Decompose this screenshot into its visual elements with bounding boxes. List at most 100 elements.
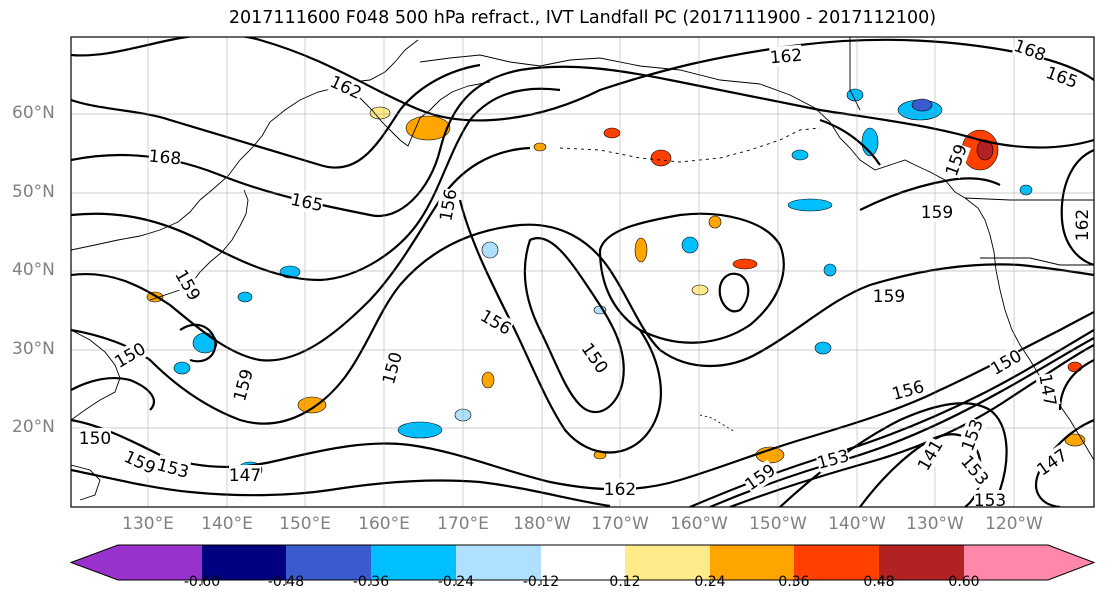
contour-label-background — [111, 338, 149, 372]
colorbar-tick-label: -0.12 — [522, 574, 560, 590]
na-coast — [964, 197, 1094, 461]
colorbar-tick-label: 0.60 — [948, 574, 980, 590]
philippines — [71, 464, 101, 501]
latitude-label: 50°N — [12, 182, 55, 202]
contour-label-background — [79, 428, 111, 448]
ivt-anomaly-patch — [533, 142, 547, 152]
colorbar — [69, 544, 1096, 585]
contour-label: 147 — [229, 466, 261, 486]
longitude-label: 160°W — [670, 514, 728, 534]
contour-label: 153 — [974, 491, 1006, 511]
colorbar-outline — [69, 544, 1096, 581]
contour-line — [819, 118, 881, 166]
contour-label-background — [604, 479, 636, 499]
colorbar-tick-label: 0.24 — [694, 574, 726, 590]
colorbar-segment — [118, 545, 202, 580]
colorbar-tick-label: -0.24 — [437, 574, 475, 590]
ivt-anomaly-patch — [791, 149, 809, 161]
ivt-anomaly-patch — [603, 127, 621, 139]
ivt-anomaly-patch — [1067, 361, 1083, 373]
contour-label-background — [921, 202, 953, 222]
contour-label-background — [889, 376, 927, 404]
us-border — [980, 257, 1094, 266]
longitude-label: 140°W — [828, 514, 886, 534]
grid-lines — [71, 37, 1094, 507]
contour-label-background — [814, 445, 852, 473]
ivt-anomaly-patch — [708, 215, 722, 229]
colorbar-tick-label: 0.36 — [778, 574, 810, 590]
contour-label-background — [873, 286, 905, 306]
contour-label-background — [229, 465, 261, 485]
longitude-label: 180°W — [513, 514, 571, 534]
longitude-label: 120°W — [985, 514, 1043, 534]
latitude-label: 30°N — [12, 339, 55, 359]
contour-label: 162 — [604, 480, 636, 500]
colorbar-segment — [541, 545, 625, 580]
contour-line — [71, 65, 1094, 218]
contour-line — [709, 337, 1094, 507]
contour-line — [1060, 148, 1094, 267]
ivt-anomaly-patch — [787, 198, 833, 212]
ivt-anomaly-patch — [297, 396, 327, 414]
contour-label-background — [121, 446, 159, 478]
contour-label-background — [941, 141, 971, 179]
ivt-anomaly-patch — [814, 341, 832, 355]
ivt-anomaly-patch — [634, 237, 648, 263]
contour-label-background — [913, 436, 947, 474]
contour-label: 162 — [1073, 209, 1093, 241]
map-frame — [70, 36, 1095, 508]
colorbar-tick-label: 0.48 — [863, 574, 895, 590]
aleutians — [559, 127, 821, 163]
longitude-label: 170°W — [591, 514, 649, 534]
ivt-anomaly-patch — [681, 236, 699, 254]
contour-line — [859, 177, 1001, 211]
asia-coast — [71, 39, 419, 251]
colorbar-tick-label: -0.60 — [183, 574, 221, 590]
contour-label-background — [1033, 444, 1071, 480]
ivt-anomaly-patch — [650, 149, 672, 167]
contour-line — [71, 468, 611, 507]
ivt-anomaly-patch — [732, 258, 758, 270]
contour-label-background — [577, 339, 613, 377]
ivt-anomaly-patch — [691, 284, 709, 296]
contour-line — [71, 87, 561, 282]
contour-label-background — [477, 305, 515, 339]
contour-line — [718, 272, 750, 313]
ivt-anomaly-patch — [823, 263, 837, 277]
ivt-anomaly-patch — [397, 421, 443, 439]
longitude-label: 150°E — [279, 514, 331, 534]
contour-label-background — [769, 44, 803, 68]
colorbar-segment — [371, 545, 456, 580]
contour-line — [458, 199, 662, 454]
contour-label-background — [154, 454, 192, 482]
colorbar-segment — [879, 545, 964, 580]
colorbar-segment — [625, 545, 710, 580]
contour-label: 159 — [921, 203, 953, 223]
longitude-label: 140°E — [201, 514, 253, 534]
ivt-anomaly-patch — [976, 139, 994, 161]
contour-label-background — [957, 451, 993, 489]
ivt-anomaly-patch — [1019, 184, 1033, 196]
latitude-label: 40°N — [12, 260, 55, 280]
ivt-anomaly-patch — [481, 241, 499, 259]
contour-label-background — [1035, 372, 1061, 408]
contour-label: 159 — [873, 287, 905, 307]
contour-label-background — [957, 416, 987, 454]
contour-label-background — [378, 349, 406, 387]
contour-label-background — [148, 145, 182, 169]
contour-line — [1058, 359, 1094, 411]
canada-border — [964, 197, 1094, 201]
ivt-anomaly-patch — [481, 371, 495, 389]
longitude-label: 130°E — [122, 514, 174, 534]
colorbar-segment — [202, 545, 286, 580]
contour-line — [71, 223, 1094, 425]
ivt-anomaly-patch — [405, 115, 451, 141]
latitude-label: 60°N — [12, 103, 55, 123]
longitude-label: 150°W — [749, 514, 807, 534]
longitude-label: 160°E — [358, 514, 410, 534]
map-title: 2017111600 F048 500 hPa refract., IVT La… — [228, 8, 937, 28]
contour-line — [71, 37, 1094, 122]
latitude-label: 20°N — [12, 417, 55, 437]
